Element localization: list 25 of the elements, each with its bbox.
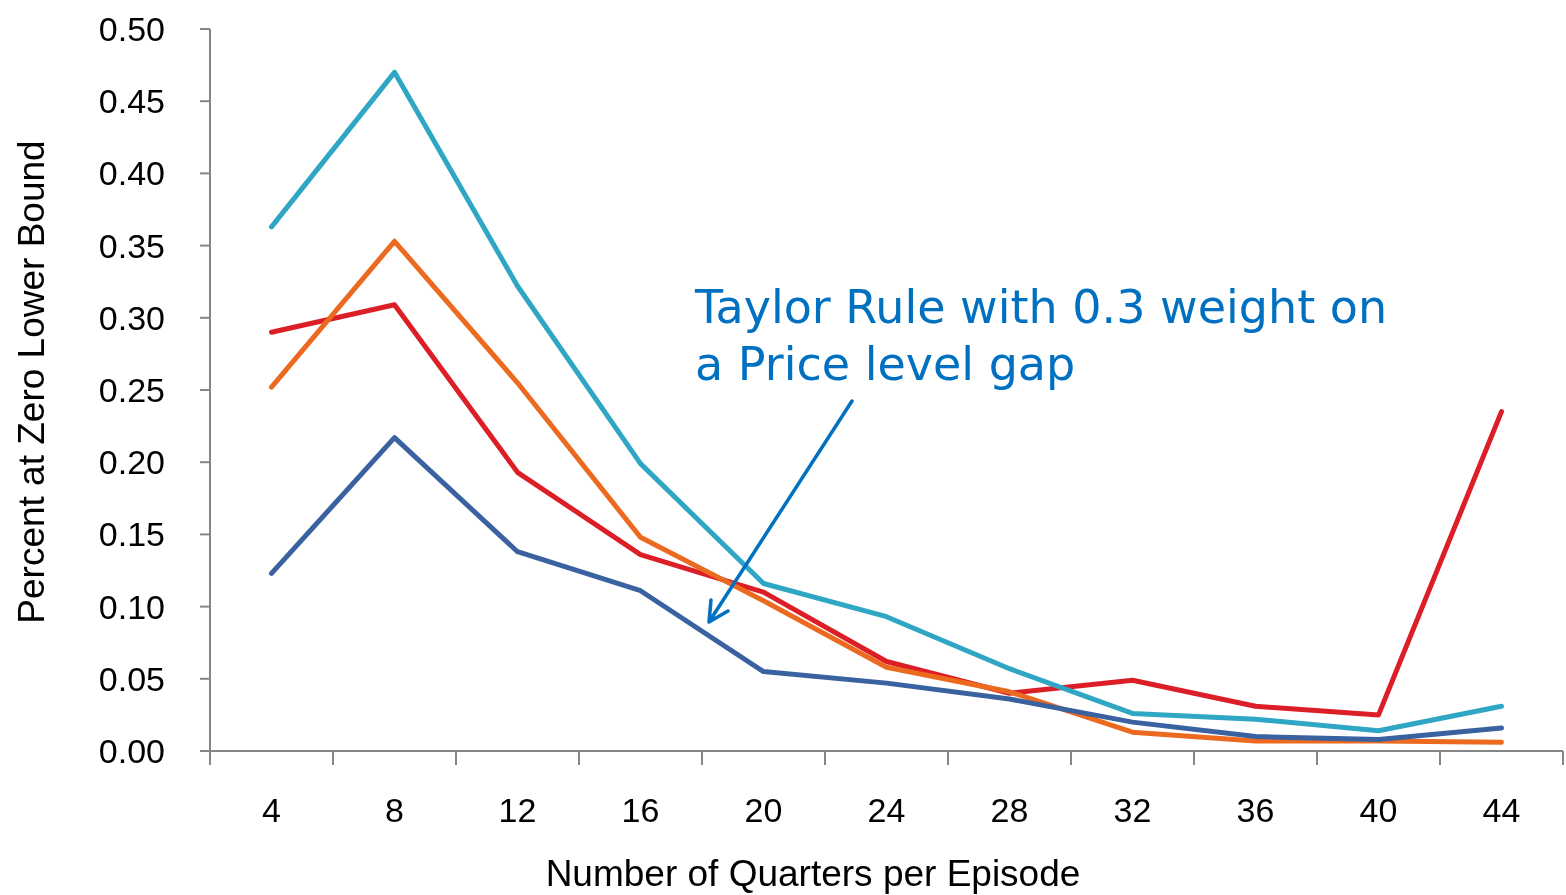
x-tick-label: 40: [1359, 791, 1398, 829]
y-tick-label: 0.50: [98, 10, 165, 49]
y-tick-label: 0.05: [98, 659, 165, 698]
y-tick-label: 0.35: [98, 226, 165, 265]
y-tick-label: 0.25: [98, 371, 165, 410]
y-axis-title: Percent at Zero Lower Bound: [10, 140, 52, 624]
x-tick-label: 28: [990, 791, 1029, 829]
x-tick-label: 36: [1236, 791, 1275, 829]
x-axis-title: Number of Quarters per Episode: [545, 853, 1081, 894]
x-tick-label: 4: [262, 791, 281, 829]
y-tick-label: 0.15: [98, 515, 165, 554]
annotation: Taylor Rule with 0.3 weight on a Price level gap: [695, 279, 1389, 393]
y-tick-label: 0.10: [98, 587, 165, 626]
x-tick-label: 32: [1113, 791, 1152, 829]
y-tick-label: 0.40: [98, 154, 165, 193]
x-tick-label: 16: [621, 791, 660, 829]
y-tick-label: 0.20: [98, 443, 165, 482]
x-tick-label: 12: [498, 791, 537, 829]
x-tick-label: 44: [1482, 791, 1521, 829]
x-tick-label: 24: [867, 791, 906, 829]
y-tick-label: 0.30: [98, 298, 165, 337]
x-tick-label: 8: [385, 791, 404, 829]
y-tick-label: 0.45: [98, 82, 165, 121]
x-tick-label: 20: [744, 791, 783, 829]
y-tick-label: 0.00: [98, 732, 165, 771]
